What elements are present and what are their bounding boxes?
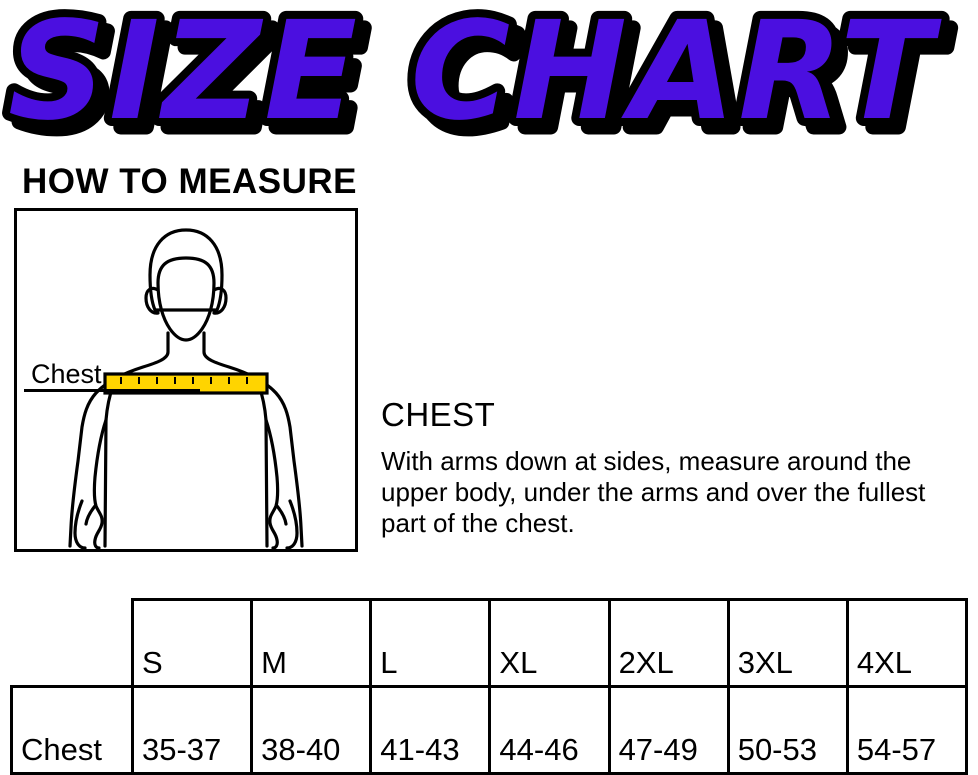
- right-thumb-icon: [275, 504, 288, 526]
- left-hand-icon: [73, 499, 87, 549]
- left-torso-side: [103, 384, 115, 548]
- table-cell-chest-m: 38-40: [250, 685, 373, 775]
- left-body-outline: [68, 331, 170, 548]
- right-torso-side: [257, 384, 269, 548]
- measurement-illustration-box: [14, 208, 358, 552]
- page-title-banner: SIZE CHART SIZE CHART SIZE CHART: [0, 0, 978, 150]
- chest-leader-line: [24, 389, 200, 392]
- left-ear-icon: [144, 286, 160, 315]
- right-hand-icon: [285, 499, 299, 549]
- table-header-s: S: [130, 598, 254, 688]
- table-header-l: L: [369, 598, 492, 688]
- title-fill-text: SIZE CHART: [8, 0, 942, 150]
- title-outline-text: SIZE CHART: [8, 0, 942, 150]
- left-thumb-icon: [84, 504, 97, 526]
- table-header-3xl: 3XL: [726, 598, 849, 688]
- measuring-tape-icon: [103, 372, 269, 395]
- how-to-measure-heading: HOW TO MEASURE: [22, 162, 357, 201]
- tape-ticks: [120, 377, 248, 384]
- table-row: Chest 35-37 38-40 41-43 44-46 47-49 50-5…: [10, 685, 969, 775]
- table-row-label-chest: Chest: [10, 685, 134, 775]
- table-header-row: S M L XL 2XL 3XL 4XL: [12, 598, 969, 688]
- table-cell-chest-l: 41-43: [369, 685, 492, 775]
- table-cell-chest-2xl: 47-49: [607, 685, 730, 775]
- tape-band: [103, 372, 269, 395]
- head-hair-outline: [148, 228, 224, 312]
- male-torso-figure-icon: [68, 228, 304, 549]
- table-cell-chest-s: 35-37: [130, 685, 254, 775]
- table-header-m: M: [250, 598, 373, 688]
- size-chart-table: S M L XL 2XL 3XL 4XL Chest 35-37 38-40 4…: [10, 598, 969, 775]
- chest-description-block: CHEST With arms down at sides, measure a…: [381, 396, 971, 539]
- title-shadow-text: SIZE CHART: [17, 2, 951, 150]
- table-corner-blank: [12, 600, 133, 687]
- table-header-xl: XL: [488, 598, 611, 688]
- right-arm-inner: [264, 418, 280, 549]
- right-ear-icon: [212, 286, 228, 315]
- right-body-outline: [202, 331, 304, 548]
- table-cell-chest-xl: 44-46: [488, 685, 611, 775]
- table-cell-chest-3xl: 50-53: [726, 685, 849, 775]
- table-header-2xl: 2XL: [607, 598, 730, 688]
- table-header-4xl: 4XL: [845, 598, 969, 688]
- chest-measurement-label: Chest: [31, 359, 102, 389]
- size-chart-title-graphic: SIZE CHART SIZE CHART SIZE CHART: [0, 0, 955, 150]
- chest-description-body: With arms down at sides, measure around …: [381, 446, 926, 538]
- table-cell-chest-4xl: 54-57: [845, 685, 969, 775]
- chest-description-heading: CHEST: [381, 396, 496, 433]
- face-outline: [156, 256, 216, 342]
- left-arm-inner: [92, 418, 108, 549]
